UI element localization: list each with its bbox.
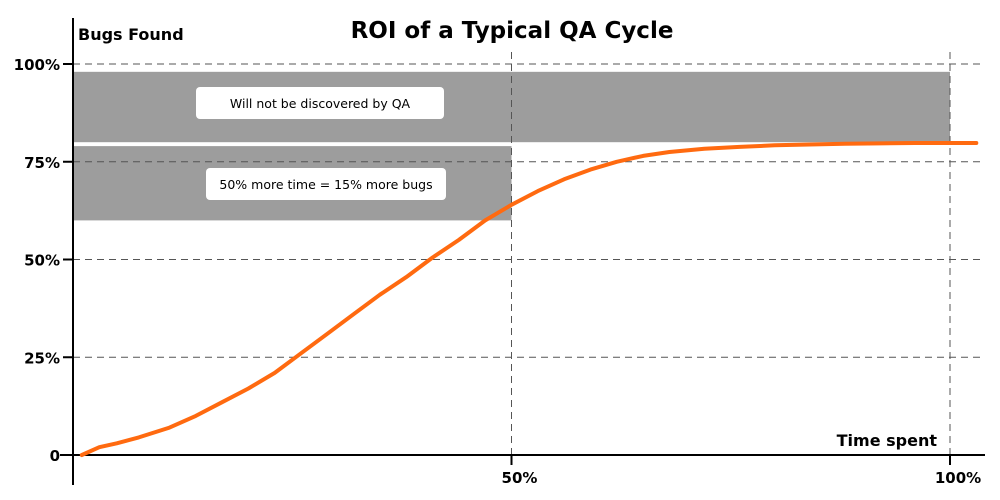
y-tick-label-4: 100% <box>14 56 60 74</box>
series-line-1 <box>79 141 979 457</box>
annot-layer: Will not be discovered by QA 50% more tim… <box>196 87 446 200</box>
x-tick-label-1: 100% <box>935 469 981 487</box>
chart-title: ROI of a Typical QA Cycle <box>351 18 674 44</box>
y-tick-label-3: 75% <box>24 154 60 172</box>
band-label-box-1 <box>196 87 444 119</box>
y-tick-label-2: 50% <box>24 252 60 270</box>
y-axis-title: Bugs Found <box>78 25 184 44</box>
ticks-layer: 0 25% 50% 75% 100% 50% 100% <box>14 56 982 487</box>
x-axis-title: Time spent <box>837 431 938 450</box>
series-layer <box>79 141 979 457</box>
x-tick-label-0: 50% <box>502 469 538 487</box>
band-label-1: Will not be discovered by QA <box>230 96 411 111</box>
band-label-2: 50% more time = 15% more bugs <box>219 177 432 192</box>
grid-layer <box>73 52 985 455</box>
band-label-box-2 <box>206 168 446 200</box>
y-tick-label-0: 0 <box>50 447 60 465</box>
y-tick-label-1: 25% <box>24 349 60 367</box>
axes-layer <box>60 18 985 485</box>
